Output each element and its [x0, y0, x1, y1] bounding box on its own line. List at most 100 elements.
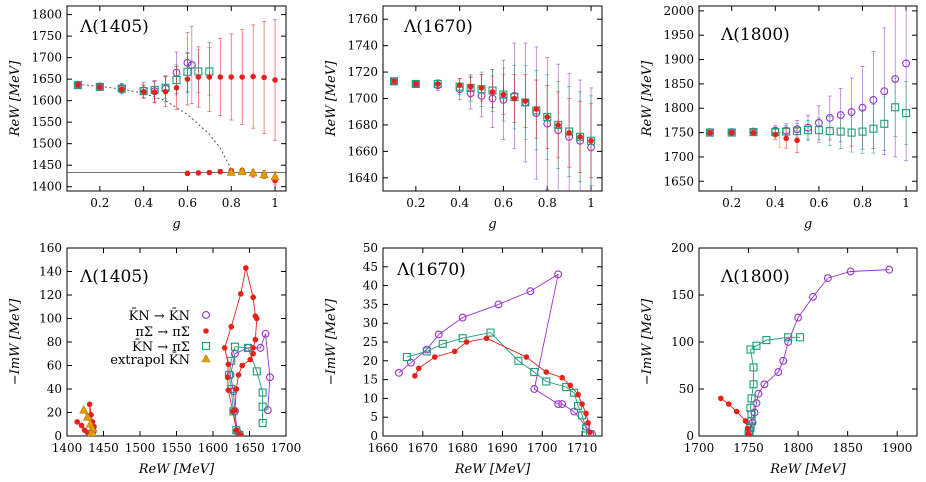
data-point: [74, 419, 81, 425]
plot-area: [389, 42, 596, 191]
y-tick-label: 15: [363, 373, 378, 387]
x-axis-label: ReW [MeV]: [138, 462, 215, 477]
data-point: [438, 339, 447, 348]
x-tick-label: 0.8: [222, 196, 241, 210]
data-point: [752, 341, 761, 350]
data-point: [86, 401, 93, 408]
data-point: [585, 420, 591, 426]
x-tick-label: 1400: [52, 441, 83, 455]
data-point: [467, 83, 474, 90]
data-point: [118, 86, 125, 92]
y-tick-label: 20: [47, 406, 62, 420]
data-point: [836, 111, 845, 120]
data-point: [391, 78, 397, 85]
data-point: [82, 412, 92, 421]
data-point: [588, 137, 594, 144]
data-point: [416, 365, 422, 372]
data-point: [554, 120, 563, 129]
x-axis-label: ReW [MeV]: [454, 462, 531, 477]
chart-top-1800: 0.2 0.4 0.6 0.8 1 1650 1700 1750 1800 1850 1900 195…: [640, 4, 918, 232]
x-tick-label: 1600: [198, 441, 229, 455]
data-point: [184, 76, 191, 82]
y-tick-label: 1450: [31, 158, 62, 172]
x-tick-label: 1450: [88, 441, 119, 455]
data-point: [784, 338, 793, 346]
data-point: [544, 114, 551, 120]
data-point: [195, 74, 202, 80]
y-tick-label: 1500: [31, 137, 62, 151]
data-point: [250, 294, 256, 301]
y-tick-label: 1650: [31, 72, 62, 86]
data-point: [880, 87, 889, 96]
x-tick-label: 0.8: [538, 196, 557, 210]
y-tick-label: 1550: [31, 115, 62, 129]
chart-bottom-1800: 1700 1750 1800 1850 1900 0 50 100 150 200 ReW [MeV…: [640, 241, 918, 477]
x-tick-label: 0.2: [90, 196, 109, 210]
x-axis-label: g: [488, 217, 496, 232]
data-point: [794, 313, 803, 322]
series-line: [230, 333, 271, 436]
legend-marker: [203, 328, 209, 334]
panel-title: Λ(1405): [79, 267, 149, 287]
data-point: [247, 356, 254, 363]
data-point: [233, 427, 240, 433]
x-tick-label: 1710: [567, 441, 598, 455]
data-point: [836, 127, 845, 136]
y-tick-label: 40: [363, 279, 378, 293]
data-point: [825, 127, 834, 136]
data-point: [530, 368, 539, 377]
data-point: [483, 335, 490, 342]
data-point: [891, 103, 900, 112]
data-point: [225, 361, 232, 368]
series-line: [749, 269, 890, 435]
legend-label: K̄N → πΣ: [132, 339, 190, 355]
y-tick-label: 0: [54, 429, 62, 443]
data-point: [478, 85, 485, 91]
data-point: [184, 170, 191, 177]
data-point: [522, 98, 529, 104]
y-tick-label: 1900: [663, 53, 694, 67]
y-tick-label: 120: [39, 288, 62, 302]
x-tick-label: 1700: [527, 441, 558, 455]
data-point: [566, 130, 572, 136]
data-point: [140, 88, 147, 95]
data-point: [486, 328, 495, 337]
y-tick-label: 50: [679, 382, 694, 396]
data-point: [555, 122, 561, 128]
data-point: [526, 287, 535, 296]
data-point: [250, 73, 256, 80]
data-point: [95, 82, 104, 91]
data-point: [78, 422, 85, 429]
data-point: [554, 400, 563, 408]
y-tick-label: 1680: [347, 118, 378, 132]
y-axis-label: −ImW [MeV]: [640, 298, 655, 385]
y-axis-label: ReW [MeV]: [324, 60, 339, 137]
data-point: [858, 103, 867, 112]
y-tick-label: 1950: [663, 28, 694, 42]
data-point: [411, 79, 420, 89]
data-point: [542, 377, 551, 386]
data-point: [117, 84, 126, 93]
data-point: [847, 128, 856, 137]
y-tick-label: 150: [671, 288, 694, 302]
data-point: [183, 67, 192, 76]
data-point: [587, 429, 593, 436]
data-point: [466, 89, 475, 98]
data-point: [746, 403, 755, 412]
data-point: [707, 129, 713, 136]
y-tick-label: 100: [39, 312, 62, 326]
data-point: [744, 425, 751, 432]
data-point: [489, 89, 496, 95]
data-point: [586, 136, 596, 145]
data-point: [248, 167, 258, 177]
data-point: [754, 389, 763, 398]
data-point: [195, 170, 202, 176]
panel-title: Λ(1800): [720, 267, 790, 287]
x-tick-label: 0.2: [406, 196, 425, 210]
data-point: [237, 291, 244, 297]
series-line: [398, 273, 593, 435]
data-point: [162, 88, 169, 95]
data-point: [559, 374, 565, 381]
data-point: [774, 368, 783, 377]
data-point: [575, 391, 581, 398]
